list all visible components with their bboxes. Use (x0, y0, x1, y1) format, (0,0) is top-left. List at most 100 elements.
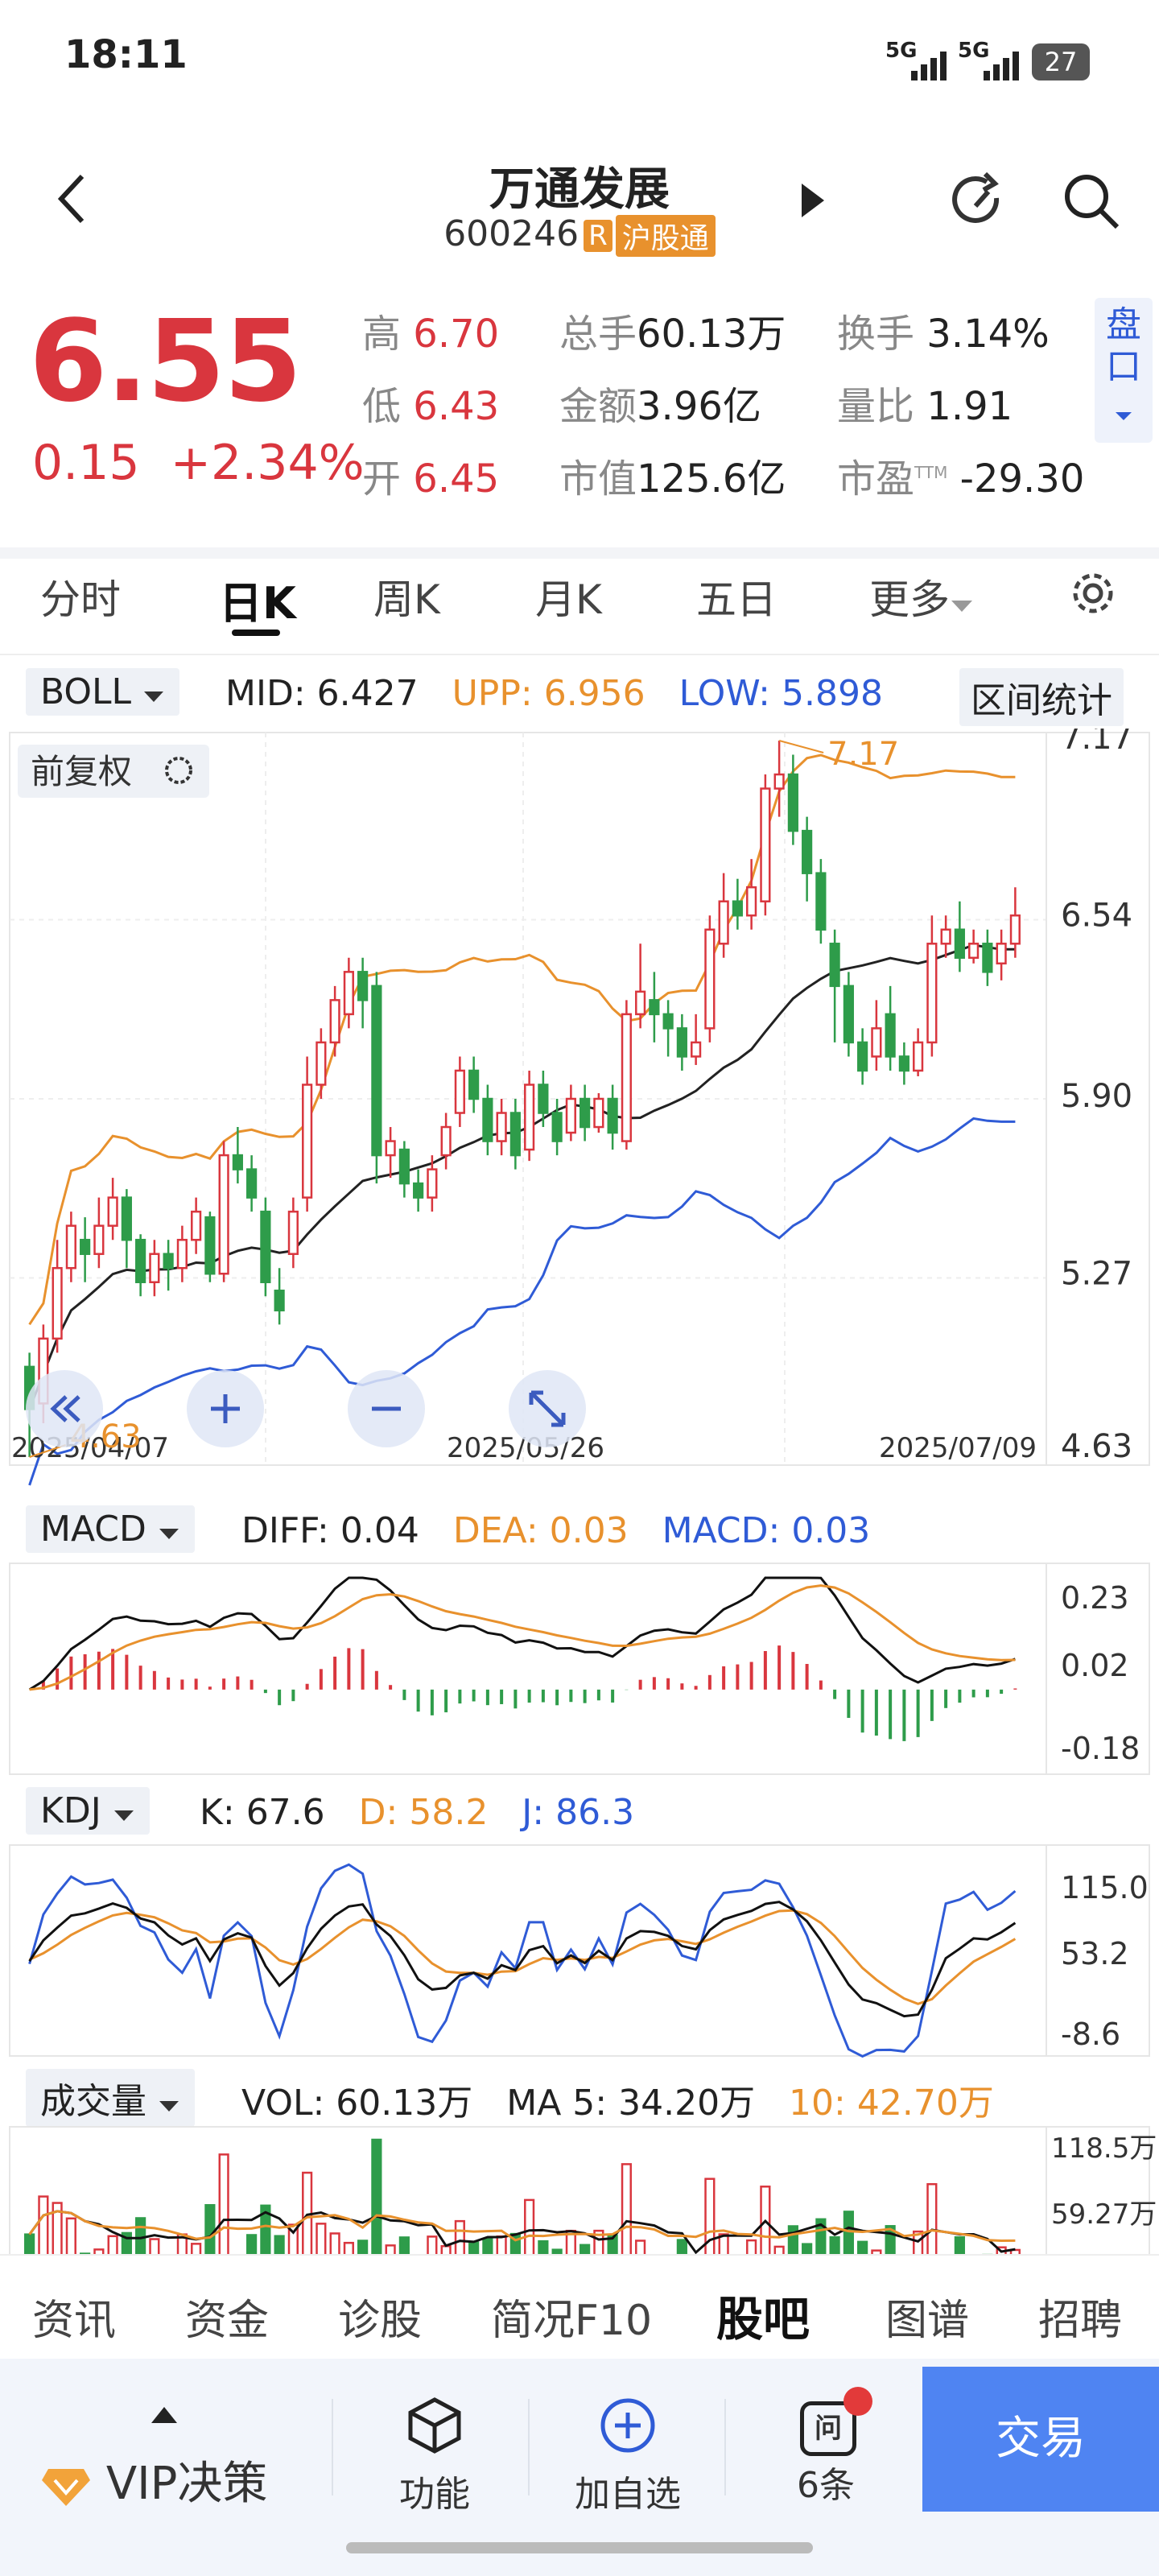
candle-body (329, 999, 340, 1044)
macd-selector[interactable]: MACD (26, 1505, 195, 1553)
chevron-up-icon[interactable] (148, 2404, 180, 2426)
expand-icon[interactable] (509, 1370, 586, 1447)
back-icon[interactable] (56, 173, 89, 225)
search-icon[interactable] (1059, 169, 1124, 233)
volume-value: 60.13万 (637, 312, 786, 357)
function-button[interactable]: 功能 (354, 2395, 515, 2516)
kdj-k: 67.6 (245, 1792, 325, 1833)
change-value: 0.15 (32, 435, 140, 491)
macd-frame (9, 1563, 1150, 1775)
candle-body (524, 1084, 535, 1151)
active-tab-indicator (232, 630, 280, 636)
tab-intraday[interactable]: 分时 (40, 576, 121, 623)
volume-bar (538, 2240, 549, 2254)
marketcap-label: 市值 (559, 456, 637, 502)
change-pct: +2.34% (170, 435, 365, 491)
candle-body (538, 1084, 549, 1114)
tab-more[interactable]: 更多 (869, 568, 974, 625)
kdj-j: 86.3 (555, 1792, 635, 1833)
candle-body (93, 1224, 105, 1255)
candle-body (371, 985, 382, 1157)
tab-monthly-k[interactable]: 月K (535, 576, 602, 623)
x-date-label: 2025/07/09 (879, 1432, 1037, 1464)
candle-body (982, 943, 993, 973)
volratio-cell: 量比 1.91 (837, 374, 1013, 431)
volume-bar (815, 2218, 827, 2254)
price-change: 0.15 +2.34% (32, 435, 365, 491)
boll-selector[interactable]: BOLL (26, 668, 180, 716)
kdj-selector[interactable]: KDJ (26, 1787, 150, 1835)
refresh-icon[interactable] (947, 169, 1011, 233)
kdj-chart[interactable]: 115.0 53.2 -8.6 (0, 1843, 1159, 2061)
zoom-out-icon[interactable] (348, 1370, 425, 1447)
vol-label: VOL: (241, 2083, 325, 2124)
macd-y-tick: 0.23 (1061, 1580, 1129, 1616)
tab-daily-k[interactable]: 日K (219, 578, 296, 629)
next-stock-icon[interactable] (797, 180, 829, 221)
bottom-tab-news[interactable]: 资讯 (32, 2297, 117, 2345)
r-badge: R (584, 220, 612, 252)
zoom-in-icon[interactable] (187, 1370, 264, 1447)
range-stat-button[interactable]: 区间统计 (959, 668, 1124, 726)
kdj-d-line (28, 1909, 1017, 2005)
candle-body (954, 928, 965, 960)
add-watchlist-button[interactable]: 加自选 (547, 2395, 708, 2516)
vol-ma10-label: 10: (789, 2083, 846, 2124)
volume-bar (843, 2211, 854, 2254)
bottom-tab-forum[interactable]: 股吧 (716, 2292, 810, 2347)
bottom-tab-diagnosis[interactable]: 诊股 (338, 2297, 423, 2345)
bottom-tab-graph[interactable]: 图谱 (885, 2297, 970, 2345)
volume-bar (149, 2238, 160, 2254)
question-icon: 问 (795, 2387, 872, 2456)
bottom-tab-funds[interactable]: 资金 (185, 2297, 270, 2345)
candle-body (593, 1097, 604, 1129)
volume-bar (24, 2233, 35, 2254)
double-chevron-left-icon[interactable] (26, 1370, 103, 1447)
vol-ma5-label: MA 5: (506, 2083, 608, 2124)
candle-body (926, 943, 938, 1044)
bottom-tab-jobs[interactable]: 招聘 (1038, 2297, 1123, 2345)
connect-badge: 沪股通 (615, 215, 716, 257)
pankou-button[interactable]: 盘口 (1095, 298, 1153, 443)
divider (332, 2399, 333, 2496)
volume-bar (635, 2240, 646, 2254)
volume-bar (191, 2243, 202, 2254)
volume-bar (287, 2223, 299, 2254)
candle-body (454, 1069, 465, 1114)
volume-bar (913, 2230, 924, 2254)
candle-body (898, 1055, 909, 1072)
macd-diff: 0.04 (340, 1510, 419, 1551)
tab-weekly-k[interactable]: 周K (373, 576, 440, 623)
bottom-tab-f10[interactable]: 简况F10 (491, 2297, 653, 2345)
candle-body (413, 1182, 424, 1199)
candle-body (80, 1238, 91, 1255)
stock-code: 600246 (443, 213, 580, 254)
y-tick-label: 4.63 (1061, 1428, 1132, 1465)
boll-values: MID: 6.427 UPP: 6.956 LOW: 5.898 (225, 673, 883, 714)
caret-down-icon (159, 1529, 179, 1539)
volume-bar (871, 2249, 882, 2254)
volratio-value: 1.91 (926, 384, 1013, 429)
max-price-label: 7.17 (827, 736, 899, 773)
messages-button[interactable]: 问 6条 (745, 2387, 906, 2508)
high-cell: 高 6.70 (362, 302, 499, 358)
volume-selector[interactable]: 成交量 (26, 2069, 195, 2127)
settings-icon[interactable] (1067, 568, 1119, 619)
volume-bar (773, 2245, 785, 2254)
vip-decision-button[interactable]: VIP决策 (40, 2447, 298, 2512)
volume-chart[interactable]: 118.5万 59.27万 (0, 2125, 1159, 2254)
volume-bar (454, 2219, 465, 2254)
trade-button[interactable]: 交易 (922, 2367, 1159, 2512)
candle-body (746, 886, 757, 917)
volume-bar (218, 2153, 229, 2254)
candle-body (287, 1210, 299, 1255)
max-pointer (778, 740, 824, 753)
macd-diff-line (28, 1576, 1016, 1691)
volume-bar (482, 2238, 493, 2254)
status-bar: 18:11 5G 5G 27 (0, 0, 1159, 121)
tab-five-day[interactable]: 五日 (696, 576, 777, 623)
candle-body (343, 971, 354, 1016)
macd-chart[interactable]: 0.23 0.02 -0.18 (0, 1562, 1159, 1779)
macd-dea-label: DEA: (452, 1510, 538, 1551)
